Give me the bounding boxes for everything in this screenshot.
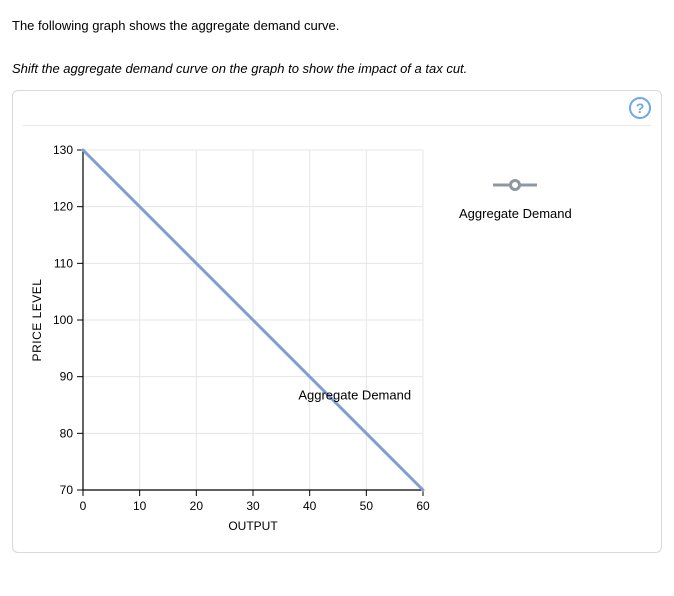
ad-chart[interactable]: 0 10 20 30 40 50 60 70 80 90 100 110 120 130 OUTPUT PRI… [23, 138, 435, 538]
y-axis-label: PRICE LEVEL [30, 279, 44, 362]
x-tick-label: 40 [303, 499, 317, 513]
y-tick-label: 90 [60, 370, 74, 384]
y-tick-label: 70 [60, 483, 74, 497]
x-tick-label: 50 [360, 499, 374, 513]
y-tick-label: 100 [53, 313, 73, 327]
intro-text: The following graph shows the aggregate … [12, 18, 662, 33]
x-tick-label: 0 [80, 499, 87, 513]
x-tick-label: 20 [190, 499, 204, 513]
y-tick-label: 110 [54, 256, 73, 270]
chart-panel: ? 0 10 20 30 40 50 60 70 80 90 100 110 120 130 OUTPUT P… [12, 90, 662, 553]
legend[interactable]: Aggregate Demand [459, 178, 572, 221]
help-button[interactable]: ? [629, 97, 651, 119]
y-tick-label: 130 [53, 143, 73, 157]
panel-divider [23, 125, 651, 126]
series-inline-label: Aggregate Demand [298, 387, 411, 402]
x-tick-label: 30 [246, 499, 260, 513]
x-axis-label: OUTPUT [228, 519, 278, 533]
chart-area: 0 10 20 30 40 50 60 70 80 90 100 110 120 130 OUTPUT PRI… [23, 138, 651, 538]
legend-label: Aggregate Demand [459, 206, 572, 221]
y-tick-label: 120 [53, 200, 73, 214]
x-tick-label: 60 [416, 499, 430, 513]
legend-marker [509, 179, 521, 191]
legend-symbol [493, 178, 537, 192]
instruction-text: Shift the aggregate demand curve on the … [12, 61, 662, 76]
x-tick-label: 10 [133, 499, 147, 513]
y-tick-label: 80 [60, 426, 74, 440]
